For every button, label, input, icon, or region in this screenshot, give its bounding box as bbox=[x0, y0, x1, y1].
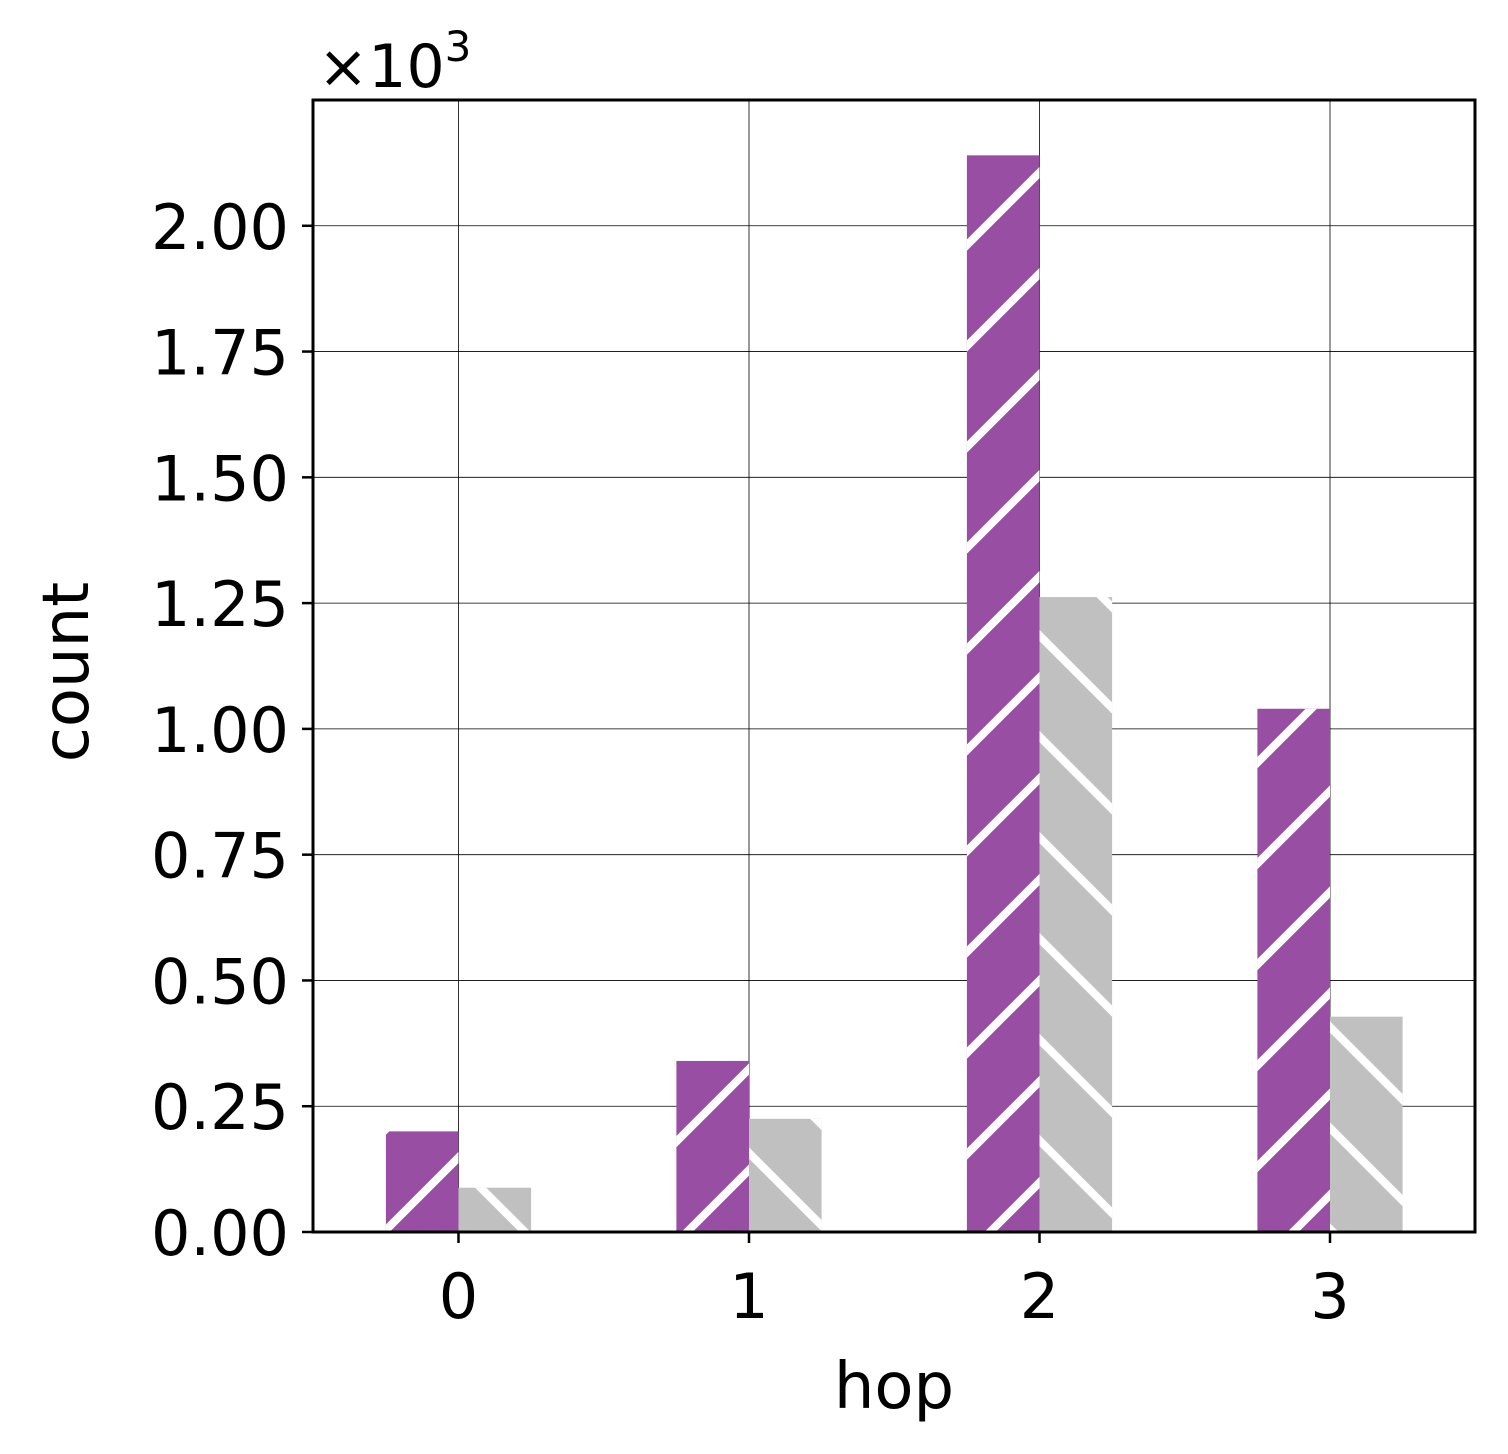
y-tick-label: 2.00 bbox=[151, 191, 289, 264]
plot-frame bbox=[311, 98, 1477, 1234]
x-tick-label: 0 bbox=[439, 1260, 478, 1333]
y-offset-label: ×103 bbox=[318, 22, 471, 102]
y-tick-label: 0.00 bbox=[151, 1197, 289, 1270]
bar-hatch bbox=[1039, 597, 1113, 1232]
y-tick-label: 0.25 bbox=[151, 1071, 289, 1144]
bar-hatch bbox=[458, 1187, 532, 1232]
x-axis-label: hop bbox=[834, 1350, 954, 1424]
y-tick-label: 1.00 bbox=[151, 694, 289, 767]
bar-hatch bbox=[1257, 708, 1330, 1232]
bars bbox=[385, 155, 1403, 1232]
y-tick-label: 1.75 bbox=[151, 317, 289, 390]
x-tick-label: 2 bbox=[1020, 1260, 1059, 1333]
bar-hatch bbox=[966, 155, 1040, 1232]
x-tick-label: 3 bbox=[1310, 1260, 1349, 1333]
y-tick-label: 1.50 bbox=[151, 442, 289, 515]
y-axis-label: count bbox=[30, 582, 104, 763]
bar-hatch bbox=[749, 1118, 822, 1232]
bar-hatch bbox=[1330, 1016, 1403, 1232]
y-offset-prefix: ×10 bbox=[318, 32, 445, 102]
x-tick-label: 1 bbox=[729, 1260, 768, 1333]
y-tick-label: 0.50 bbox=[151, 945, 289, 1018]
ticks: 0.00 0.25 0.50 0.75 1.00 1.25 1.50 1.75 2.00 0 1 2 3 bbox=[151, 191, 1350, 1333]
bar-hatch bbox=[676, 1060, 749, 1232]
y-offset-exponent: 3 bbox=[445, 22, 472, 71]
y-tick-label: 0.75 bbox=[151, 820, 289, 893]
bar-hatch bbox=[385, 1131, 459, 1232]
y-tick-label: 1.25 bbox=[151, 568, 289, 641]
